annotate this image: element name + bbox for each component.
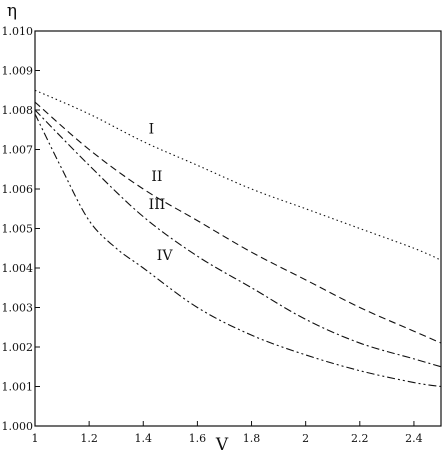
x-tick-label: 1.2 <box>80 432 98 445</box>
x-tick-label: 2 <box>302 432 309 445</box>
x-tick-label: 1.8 <box>243 432 261 445</box>
y-axis-label: η <box>7 1 17 21</box>
y-axis-ticks: 1.000 1.001 1.002 1.003 1.004 1.005 1.006 1.007… <box>2 25 40 433</box>
y-tick-label: 1.006 <box>2 183 34 196</box>
x-tick-label: 1.4 <box>135 432 153 445</box>
series-line-iii <box>34 109 442 368</box>
x-axis-label: V <box>215 435 229 455</box>
series-label-iii: III <box>149 197 166 213</box>
x-tick-label: 2.2 <box>351 432 369 445</box>
y-tick-label: 1.005 <box>2 223 34 236</box>
y-tick-label: 1.008 <box>2 104 34 117</box>
plot-frame <box>34 30 442 427</box>
y-tick-label: 1.010 <box>2 25 34 38</box>
y-tick-label: 1.002 <box>2 341 34 354</box>
series-line-iv <box>34 113 442 388</box>
y-tick-label: 1.000 <box>2 420 34 433</box>
x-tick-label: 1 <box>32 432 39 445</box>
y-tick-label: 1.003 <box>2 302 34 315</box>
series-label-ii: II <box>151 169 162 185</box>
series-line-ii <box>34 101 442 344</box>
y-tick-label: 1.007 <box>2 144 34 157</box>
x-tick-label: 2.4 <box>405 432 423 445</box>
series-line-i <box>34 89 442 261</box>
x-axis-ticks: 1 1.2 1.4 1.6 1.8 2 2.2 2.4 <box>32 421 423 445</box>
y-tick-label: 1.004 <box>2 262 34 275</box>
series-label-i: I <box>149 122 155 138</box>
series-lines <box>34 89 442 388</box>
y-tick-label: 1.009 <box>2 65 34 78</box>
series-label-iv: IV <box>157 248 174 264</box>
x-tick-label: 1.6 <box>189 432 207 445</box>
y-tick-label: 1.001 <box>2 381 34 394</box>
